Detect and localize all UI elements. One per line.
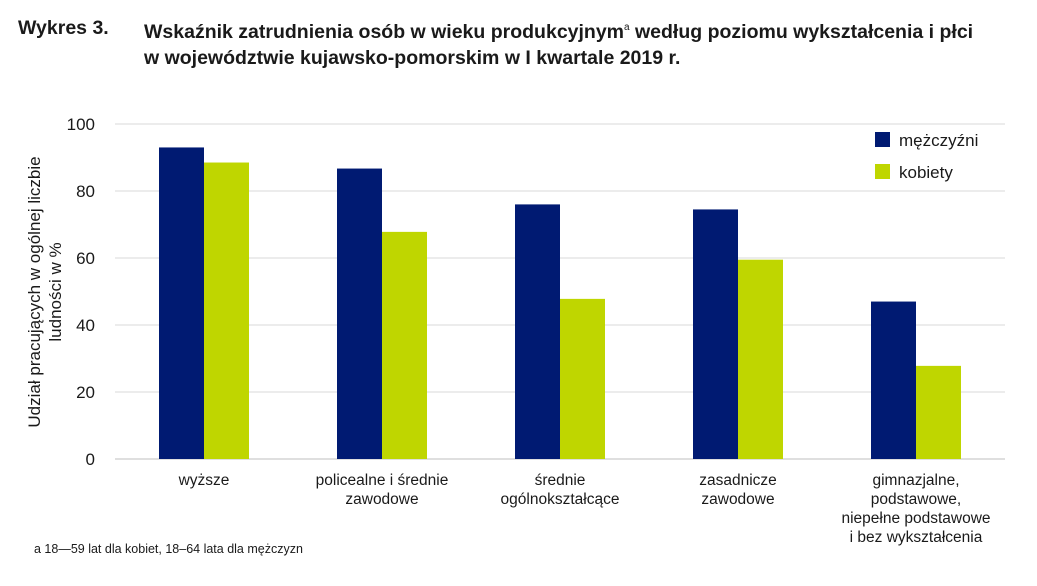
bar-women-2	[560, 298, 605, 459]
y-axis-ticks: 0 20 40 60 80 100	[67, 115, 95, 469]
bar-men-1	[337, 168, 382, 459]
title-main: Wskaźnik zatrudnienia osób w wieku produ…	[144, 21, 625, 43]
legend-swatch-men	[875, 132, 890, 147]
y-axis-label: Udział pracujących w ogólnej liczbie ludn…	[25, 156, 65, 427]
bar-women-3	[738, 259, 783, 459]
bar-women-4	[916, 365, 961, 459]
legend-swatch-women	[875, 164, 890, 179]
legend: mężczyźni kobiety	[875, 131, 978, 182]
title-rest: według poziomu wykształcenia i płci	[629, 21, 974, 43]
y-tick-label: 40	[76, 316, 95, 335]
bars	[159, 147, 961, 459]
y-tick-label: 0	[86, 450, 95, 469]
title-footnote-marker: a	[624, 22, 630, 33]
title-line-2: w województwie kujawsko-pomorskim w I kw…	[144, 47, 681, 69]
y-tick-label: 20	[76, 383, 95, 402]
bar-men-0	[159, 147, 204, 459]
chart-number: Wykres 3.	[18, 17, 109, 39]
x-category-label: zasadnicze zawodowe	[699, 472, 777, 508]
y-tick-label: 100	[67, 115, 95, 134]
y-axis-title: Udział pracujących w ogólnej liczbie ludn…	[25, 156, 65, 427]
x-category-label: średnie ogólnokształcące	[501, 472, 620, 508]
x-axis-categories: wyższe policealne i średnie zawodowe średni…	[178, 472, 991, 546]
y-tick-label: 60	[76, 249, 95, 268]
footnote: a 18—59 lat dla kobiet, 18–64 lata dla m…	[34, 542, 303, 556]
bar-women-1	[382, 231, 427, 459]
bar-men-2	[515, 204, 560, 459]
title-line-1: Wskaźnik zatrudnienia osób w wieku produ…	[144, 14, 973, 46]
bar-men-3	[693, 209, 738, 459]
y-tick-label: 80	[76, 182, 95, 201]
x-category-label: wyższe	[178, 472, 230, 489]
legend-label-women: kobiety	[899, 163, 953, 182]
bar-women-0	[204, 162, 249, 459]
bar-men-4	[871, 301, 916, 459]
legend-label-men: mężczyźni	[899, 131, 978, 150]
x-category-label: policealne i średnie zawodowe	[316, 472, 449, 508]
x-category-label: gimnazjalne, podstawowe, niepełne podstawo…	[841, 472, 990, 546]
